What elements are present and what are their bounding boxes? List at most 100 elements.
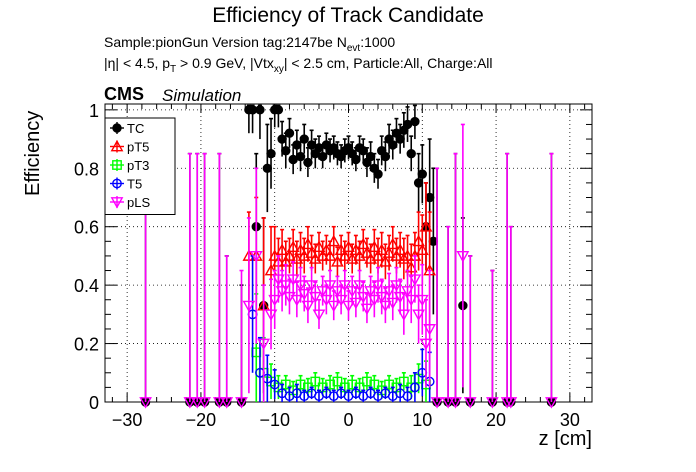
data-point [198, 397, 212, 409]
data-point [273, 105, 284, 115]
data-point [272, 274, 285, 286]
data-point [369, 379, 380, 390]
legend-label: pLS [127, 195, 150, 210]
legend-label: pT5 [127, 140, 149, 155]
x-tick-label: 30 [560, 410, 580, 430]
data-point [390, 249, 403, 261]
data-point [334, 294, 348, 307]
data-point [401, 286, 414, 298]
data-point [410, 382, 420, 393]
data-point [362, 376, 372, 387]
data-point [342, 300, 355, 313]
y-tick-label: 0 [89, 393, 99, 413]
data-point [410, 116, 420, 127]
data-point [545, 397, 558, 409]
data-point [286, 274, 300, 286]
legend-marker [110, 139, 124, 152]
y-tick-label: 0.4 [74, 276, 99, 296]
data-point [257, 338, 271, 351]
data-point [342, 240, 355, 253]
x-tick-label: 0 [343, 410, 353, 430]
data-point [331, 286, 344, 298]
data-point [375, 291, 389, 304]
data-point [402, 391, 413, 402]
x-tick-label: 20 [486, 410, 506, 430]
data-point [404, 294, 418, 307]
data-point [294, 243, 307, 255]
legend-label: T5 [127, 177, 142, 192]
legend-label: TC [127, 121, 144, 136]
data-point [384, 379, 394, 390]
data-point [316, 249, 330, 261]
data-point [382, 246, 396, 258]
data-point [220, 397, 234, 409]
x-tick-label: 10 [412, 410, 432, 430]
data-point [183, 397, 197, 409]
data-point [266, 148, 276, 159]
simulation-label: Simulation [162, 86, 242, 105]
data-point [139, 397, 152, 409]
data-point [401, 249, 414, 261]
data-point [360, 303, 374, 316]
x-axis-label: z [cm] [538, 428, 592, 450]
data-point [404, 260, 418, 273]
data-point [393, 243, 407, 255]
data-point [375, 243, 389, 255]
data-point [456, 251, 470, 263]
data-point [281, 146, 291, 156]
data-point [312, 240, 326, 253]
data-point [423, 324, 437, 336]
data-point [319, 294, 333, 307]
data-point [367, 240, 381, 253]
data-point [417, 169, 427, 179]
data-point [190, 397, 204, 409]
data-point [379, 300, 392, 313]
data-point [371, 249, 385, 261]
y-tick-label: 0.6 [74, 218, 99, 238]
data-point [382, 286, 396, 298]
legend-marker [110, 197, 124, 209]
data-point [255, 105, 265, 115]
legend-marker [112, 160, 122, 170]
data-point [310, 376, 321, 387]
data-point [430, 397, 444, 409]
y-axis-label: Efficiency [22, 110, 44, 196]
data-point [485, 397, 499, 409]
data-point [283, 249, 296, 261]
data-point [332, 376, 343, 387]
data-point [386, 297, 400, 310]
data-point [294, 280, 307, 292]
data-point [393, 291, 407, 304]
data-point [264, 309, 278, 321]
data-point [386, 237, 400, 250]
data-point [412, 234, 425, 247]
data-point [356, 291, 370, 304]
y-tick-label: 0.2 [74, 335, 99, 355]
data-point [449, 397, 462, 409]
cuts-info-sub-xy: xy [273, 63, 284, 75]
data-point [301, 237, 315, 250]
data-point [419, 220, 433, 232]
series-pt5 [242, 182, 437, 394]
data-point [349, 243, 363, 255]
x-tick-label: −30 [112, 410, 143, 430]
y-tick-label: 0.8 [74, 159, 99, 179]
data-point [235, 397, 248, 409]
data-point [331, 255, 344, 267]
data-point [364, 286, 378, 298]
data-point [353, 280, 366, 292]
data-point [463, 397, 477, 409]
data-point [349, 297, 363, 310]
legend: TC pT5 pT3 T5 pLS [104, 117, 176, 215]
data-point [327, 234, 341, 247]
data-point [269, 379, 280, 390]
data-point [312, 309, 326, 321]
sample-info-text: Sample:pionGun Version tag:2147be N [104, 34, 347, 50]
data-point [297, 289, 311, 301]
data-point [284, 128, 295, 138]
data-point [373, 169, 383, 179]
data-point [323, 280, 337, 292]
legend-marker [112, 123, 122, 133]
data-point [295, 151, 306, 162]
